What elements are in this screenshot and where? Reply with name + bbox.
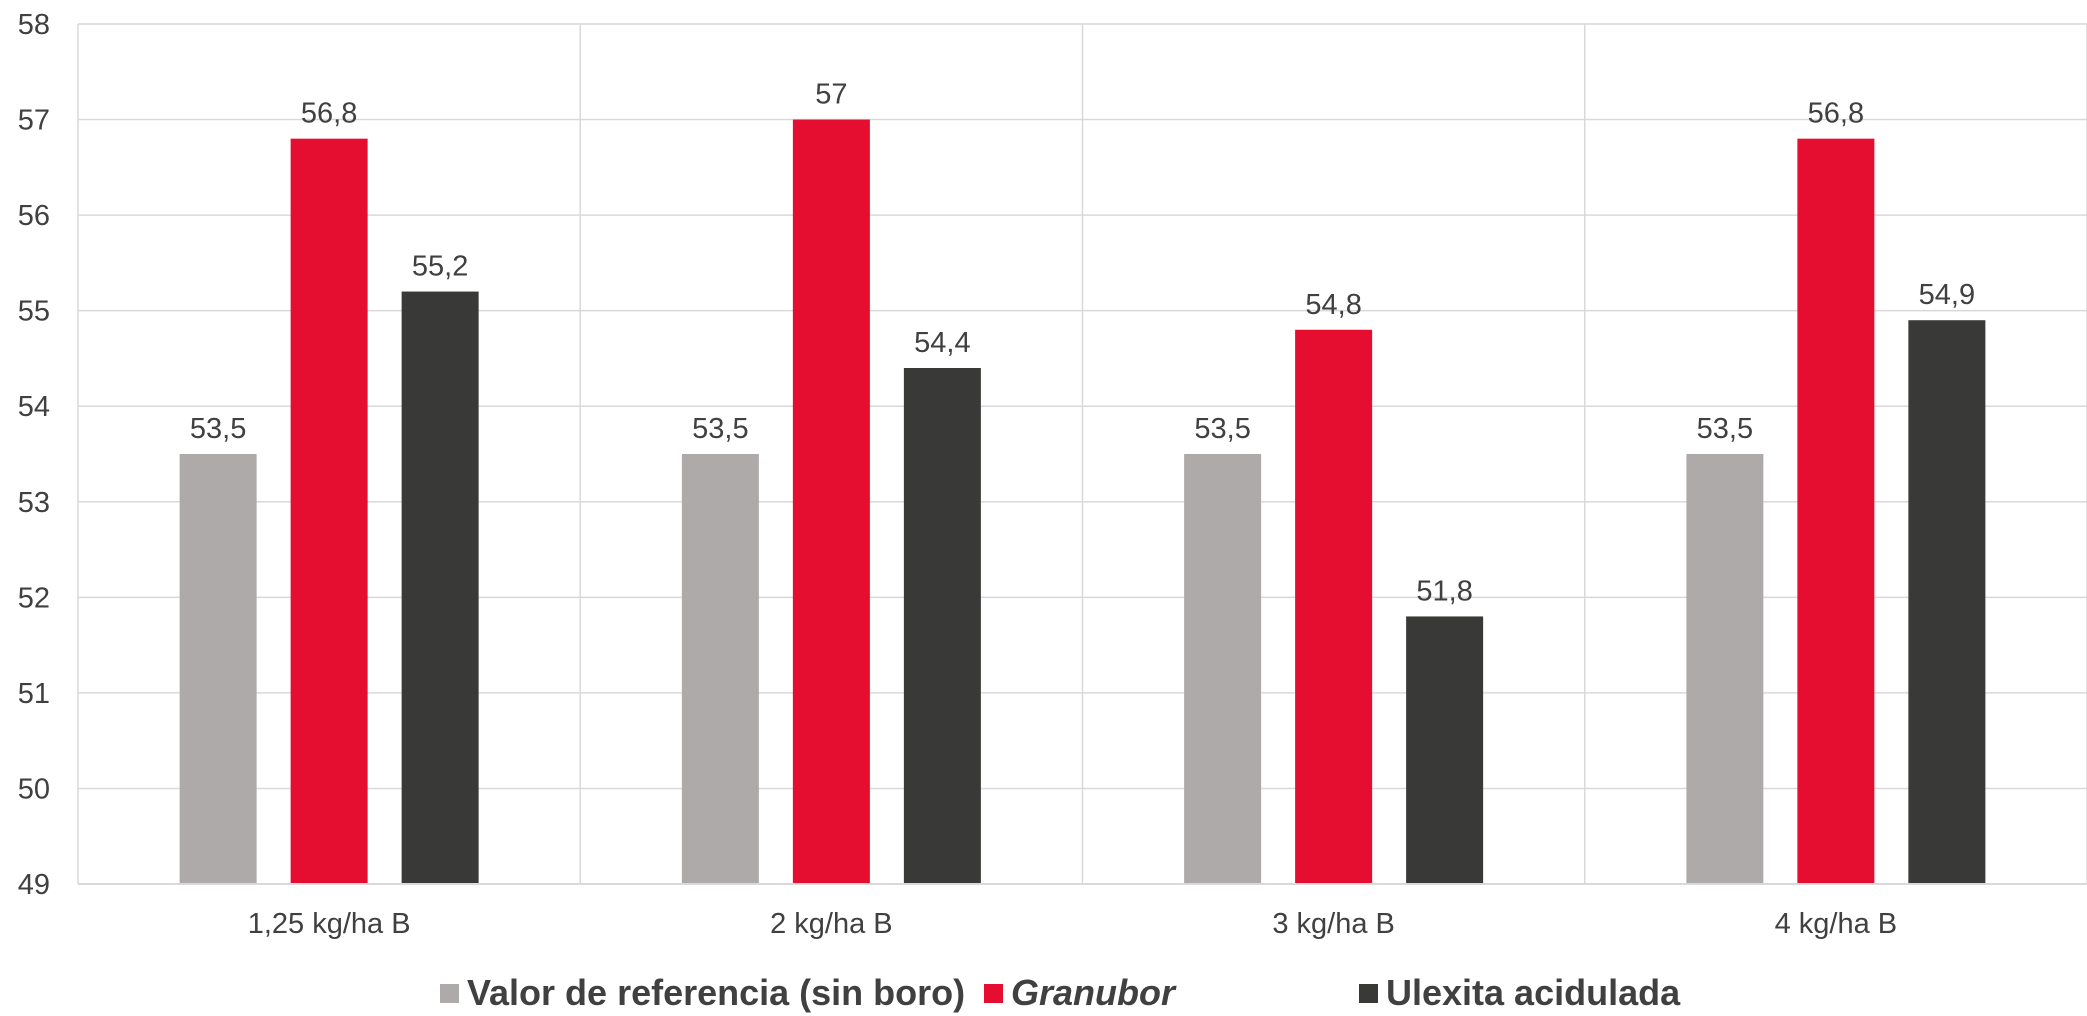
x-tick-label: 4 kg/ha B	[1775, 908, 1898, 940]
bar	[792, 119, 870, 885]
x-tick-label: 1,25 kg/ha B	[248, 908, 411, 940]
data-label: 57	[815, 79, 847, 111]
y-tick-label: 56	[18, 200, 50, 232]
bar	[1686, 454, 1764, 884]
x-axis: 1,25 kg/ha B 2 kg/ha B 3 kg/ha B 4 kg/ha B	[78, 883, 2087, 940]
data-label: 54,4	[914, 327, 970, 359]
gridlines	[77, 23, 2087, 885]
y-tick-label: 49	[18, 869, 50, 901]
y-tick-label: 54	[18, 391, 50, 423]
y-tick-label: 57	[18, 105, 50, 137]
legend-item-ulexita: Ulexita acidulada	[1359, 970, 1680, 1016]
bar-chart: 53,5 56,8 55,2 53,5 57 54,4 53,5 54,8 51,8 53,5 56…	[18, 9, 2087, 940]
data-label: 53,5	[190, 413, 246, 445]
bar	[1295, 329, 1373, 884]
legend: Valor de referencia (sin boro) Granubor …	[0, 970, 2087, 1016]
data-label: 56,8	[1808, 98, 1864, 130]
x-tick-label: 3 kg/ha B	[1272, 908, 1395, 940]
y-axis: 49 50 51 52 53 54 55 56 57 58	[18, 9, 50, 901]
bar	[1908, 320, 1986, 884]
y-tick-label: 55	[18, 296, 50, 328]
bar	[1406, 616, 1484, 884]
bar	[179, 454, 257, 884]
legend-item-referencia: Valor de referencia (sin boro)	[440, 970, 965, 1016]
y-tick-label: 50	[18, 773, 50, 805]
bar	[903, 368, 981, 884]
y-tick-label: 58	[18, 9, 50, 41]
data-label: 51,8	[1416, 575, 1472, 607]
legend-label-referencia: Valor de referencia (sin boro)	[467, 972, 966, 1013]
data-label: 55,2	[412, 251, 468, 283]
y-tick-label: 51	[18, 678, 50, 710]
y-tick-label: 53	[18, 487, 50, 519]
legend-item-granubor: Granubor	[984, 970, 1175, 1016]
data-label: 54,9	[1919, 279, 1975, 311]
data-label: 56,8	[301, 98, 357, 130]
bar	[401, 291, 479, 884]
bar	[290, 138, 368, 884]
bar	[681, 454, 759, 884]
x-tick-label: 2 kg/ha B	[770, 908, 893, 940]
data-label: 54,8	[1305, 289, 1361, 321]
legend-swatch-ulexita	[1359, 983, 1378, 1003]
y-tick-label: 52	[18, 582, 50, 614]
legend-label-ulexita: Ulexita acidulada	[1386, 972, 1681, 1013]
bar	[1184, 454, 1262, 884]
legend-swatch-granubor	[984, 983, 1003, 1003]
legend-swatch-referencia	[440, 983, 459, 1003]
data-label: 53,5	[1697, 413, 1753, 445]
data-label: 53,5	[692, 413, 748, 445]
bar	[1797, 138, 1875, 884]
legend-label-granubor: Granubor	[1011, 972, 1176, 1013]
data-labels: 53,5 56,8 55,2 53,5 57 54,4 53,5 54,8 51,8 53,5 56…	[190, 79, 1975, 608]
bars	[179, 119, 1986, 885]
data-label: 53,5	[1194, 413, 1250, 445]
